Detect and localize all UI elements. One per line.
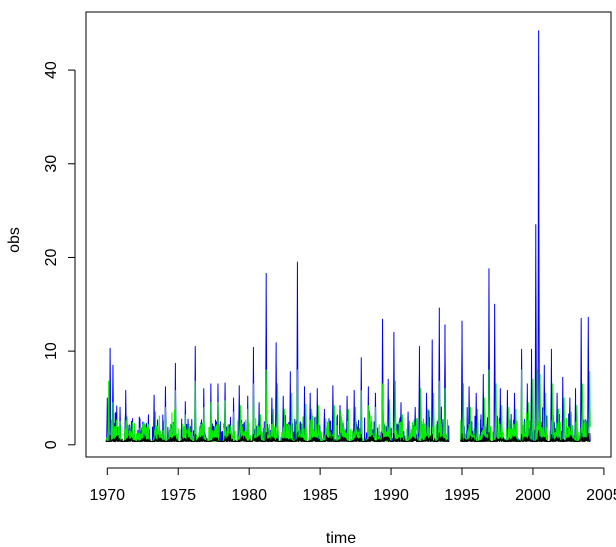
y-axis-title: obs: [6, 227, 23, 253]
y-axis: 0 10 20 30 40: [43, 61, 76, 449]
plot-frame: [85, 11, 612, 458]
series-line-2: [105, 369, 591, 443]
x-tick-label: 1980: [231, 487, 267, 504]
x-tick-label: 1995: [444, 487, 480, 504]
y-tick-label: 10: [43, 342, 60, 360]
y-tick-label: 20: [43, 248, 60, 266]
y-tick-label: 0: [43, 440, 60, 449]
series-line-1: [105, 30, 591, 443]
series-line-3: [105, 430, 591, 443]
x-tick-label: 2005: [586, 487, 616, 504]
series-layer: [105, 30, 591, 443]
x-axis-title: time: [326, 530, 356, 547]
x-axis: 1970 1975 1980 1985 1990 1995 2000 2005: [89, 467, 616, 504]
x-tick-label: 1990: [373, 487, 409, 504]
x-tick-label: 1985: [302, 487, 338, 504]
x-tick-label: 1975: [160, 487, 196, 504]
y-tick-label: 40: [43, 61, 60, 79]
x-tick-label: 2000: [515, 487, 551, 504]
y-tick-label: 30: [43, 155, 60, 173]
x-tick-label: 1970: [89, 487, 125, 504]
